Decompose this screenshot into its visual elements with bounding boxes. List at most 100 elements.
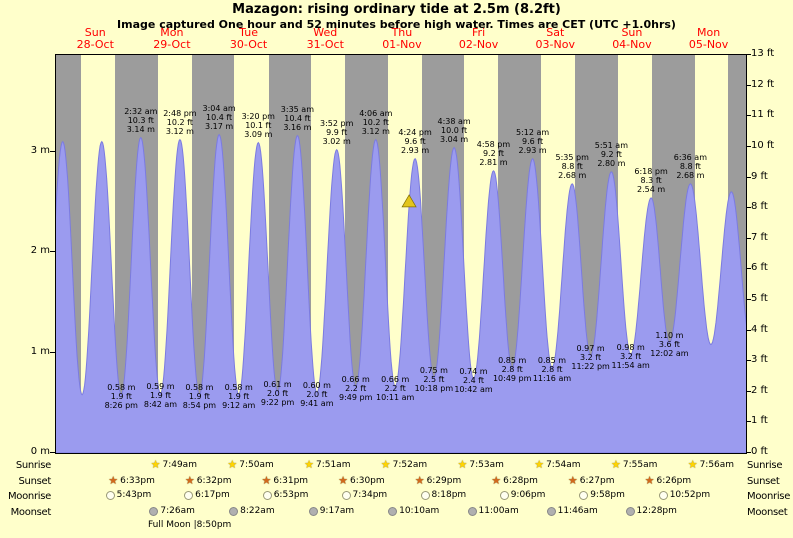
moonset-icon: [229, 506, 239, 516]
tide-label-line: 0.85 m: [498, 355, 527, 365]
sunrise-time: 7:56am: [699, 459, 735, 470]
sunrise-star-icon: ★: [534, 458, 545, 471]
tide-area: [56, 133, 746, 453]
tide-label-line: 3.6 ft: [658, 339, 680, 349]
sunset-time: 6:29pm: [426, 475, 462, 486]
y-axis-left-tick-label: 1 m: [30, 345, 50, 357]
tide-label-line: 3.16 m: [283, 122, 312, 132]
date-day-name: Sat: [546, 26, 565, 39]
low-tide-label: 0.85 m 2.8 ft 10:49 pm: [487, 356, 537, 383]
date-day-name: Mon: [696, 26, 721, 39]
moonset-time: 10:10am: [399, 506, 440, 516]
y-axis-right-tick-label: 7 ft: [751, 231, 768, 243]
sunrise-time: 7:50am: [239, 459, 274, 470]
high-tide-label: 5:12 am 9.6 ft 2.93 m: [508, 128, 558, 155]
tide-label-line: 3:52 pm: [319, 118, 354, 128]
tide-label-line: 4:06 am: [359, 108, 393, 118]
low-tide-label: 0.85 m 2.8 ft 11:16 am: [527, 356, 577, 383]
tide-label-line: 1.9 ft: [188, 391, 210, 401]
high-tide-label: 3:04 am 10.4 ft 3.17 m: [194, 104, 244, 131]
sunrise-event: ★ 7:54am: [534, 459, 580, 470]
y-axis-right-tick-label: 11 ft: [751, 109, 775, 121]
y-axis-right-tick-label: 8 ft: [751, 201, 768, 213]
low-tide-label: 0.58 m 1.9 ft 8:54 pm: [174, 383, 224, 410]
full-moon-label: Full Moon |8:50pm: [148, 520, 232, 530]
low-tide-label: 0.66 m 2.2 ft 9:49 pm: [331, 375, 381, 402]
sunrise-row-label-left: Sunrise: [15, 460, 51, 471]
tide-label-line: 1.9 ft: [110, 391, 132, 401]
current-tide-marker: [401, 194, 417, 208]
date-day-name: Thu: [391, 26, 413, 39]
chart-title: Mazagon: rising ordinary tide at 2.5m (8…: [232, 2, 561, 17]
sunset-row-label-right: Sunset: [747, 476, 780, 487]
tide-label-line: 3.12 m: [165, 126, 194, 136]
sunset-star-icon: ★: [644, 474, 655, 487]
tide-label-line: 0.75 m: [419, 365, 448, 375]
moonrise-event: 9:06pm: [499, 490, 546, 500]
y-axis-right-tickmark: [746, 452, 751, 453]
tide-label-line: 3.04 m: [440, 134, 469, 144]
tide-label-line: 2.5 ft: [423, 374, 445, 384]
tide-label-line: 10.2 ft: [362, 117, 389, 127]
tide-label-line: 10.1 ft: [245, 120, 272, 130]
tide-label-line: 1.10 m: [655, 330, 684, 340]
tide-label-line: 9:12 am: [222, 400, 256, 410]
y-axis-left-tick-label: 0 m: [30, 446, 50, 457]
y-axis-left-tickmark: [50, 351, 55, 353]
tide-label-line: 6:18 pm: [634, 166, 668, 176]
tide-label-line: 2.0 ft: [267, 388, 289, 398]
tide-label-line: 3.2 ft: [620, 351, 642, 361]
high-tide-label: 4:06 am 10.2 ft 3.12 m: [351, 109, 401, 136]
date-day-name: Tue: [239, 26, 258, 39]
moonrise-row-label-right: Moonrise: [747, 491, 791, 502]
date-day-name: Sun: [621, 26, 643, 39]
tide-label-line: 0.58 m: [185, 382, 214, 392]
high-tide-label: 4:38 am 10.0 ft 3.04 m: [429, 117, 479, 144]
moonset-icon: [308, 506, 318, 516]
tide-label-line: 4:38 am: [437, 116, 471, 126]
sunrise-event: ★ 7:56am: [688, 459, 734, 470]
tide-label-line: 6:36 am: [673, 152, 707, 162]
tide-label-line: 10.4 ft: [206, 112, 233, 122]
sunrise-event: ★ 7:55am: [611, 459, 657, 470]
date-day-name: Wed: [313, 26, 338, 39]
tide-label-line: 0.58 m: [107, 382, 136, 392]
date-day-date: 30-Oct: [229, 38, 268, 51]
tide-label-line: 10:49 pm: [492, 373, 532, 383]
sunrise-event: ★ 7:50am: [227, 459, 273, 470]
sunset-star-icon: ★: [414, 474, 425, 487]
moonset-time: 11:46am: [557, 506, 598, 516]
high-tide-label: 3:20 pm 10.1 ft 3.09 m: [233, 112, 283, 139]
tide-label-line: 8:42 am: [143, 399, 178, 409]
tide-label-line: 3.2 ft: [580, 352, 602, 362]
moonrise-row-label-left: Moonrise: [7, 491, 51, 502]
moonset-icon: [546, 506, 556, 516]
moonset-event: 8:22am: [229, 506, 275, 516]
date-label: Sat 03-Nov: [524, 27, 586, 51]
low-tide-label: 0.98 m 3.2 ft 11:54 am: [606, 343, 656, 370]
moonset-row-label-left: Moonset: [10, 507, 52, 518]
sunrise-time: 7:55am: [622, 459, 658, 470]
moonrise-event: 8:18pm: [420, 490, 466, 500]
chart-subtitle: Image captured One hour and 52 minutes b…: [117, 18, 676, 31]
date-label: Tue 30-Oct: [218, 27, 280, 51]
tide-label-line: 2.80 m: [597, 158, 626, 168]
sunset-time: 6:27pm: [579, 475, 615, 486]
tide-label-line: 3.14 m: [126, 124, 155, 134]
moonrise-time: 9:06pm: [510, 490, 546, 500]
high-tide-label: 5:51 am 9.2 ft 2.80 m: [586, 141, 636, 168]
sunrise-star-icon: ★: [304, 458, 314, 471]
date-label: Wed 31-Oct: [294, 27, 356, 51]
tide-label-line: 9:41 am: [300, 398, 334, 408]
sunset-star-icon: ★: [567, 474, 578, 487]
tide-label-line: 3:20 pm: [241, 111, 275, 121]
tide-label-line: 10:11 am: [376, 392, 415, 402]
sunset-event: ★ 6:29pm: [415, 475, 462, 486]
date-label: Fri 02-Nov: [448, 27, 510, 51]
moonrise-time: 10:52pm: [669, 490, 711, 500]
moonset-icon: [149, 506, 159, 516]
tide-label-line: 2.8 ft: [501, 364, 523, 374]
tide-label-line: 11:22 pm: [571, 361, 610, 371]
sunset-time: 6:31pm: [273, 475, 309, 486]
tide-label-line: 0.58 m: [224, 382, 253, 392]
